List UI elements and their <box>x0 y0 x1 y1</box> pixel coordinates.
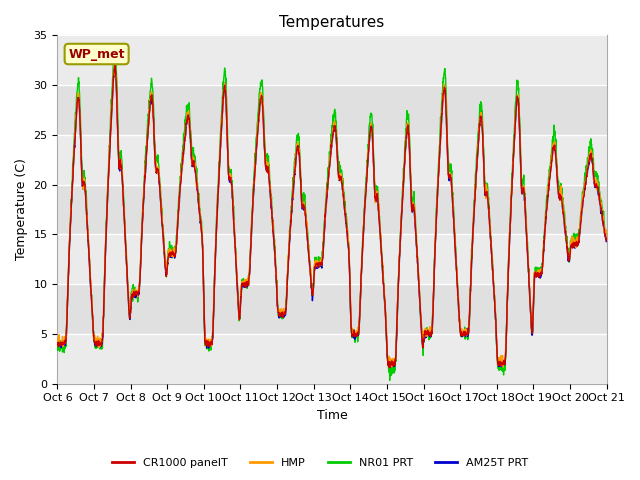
Bar <box>58 284 607 334</box>
Bar <box>58 36 607 85</box>
X-axis label: Time: Time <box>317 409 348 422</box>
Title: Temperatures: Temperatures <box>279 15 385 30</box>
Bar <box>58 135 607 184</box>
Legend: CR1000 panelT, HMP, NR01 PRT, AM25T PRT: CR1000 panelT, HMP, NR01 PRT, AM25T PRT <box>107 453 533 472</box>
Bar <box>58 85 607 135</box>
Bar <box>58 184 607 234</box>
Y-axis label: Temperature (C): Temperature (C) <box>15 158 28 260</box>
Bar <box>58 334 607 384</box>
Text: WP_met: WP_met <box>68 48 125 60</box>
Bar <box>58 234 607 284</box>
